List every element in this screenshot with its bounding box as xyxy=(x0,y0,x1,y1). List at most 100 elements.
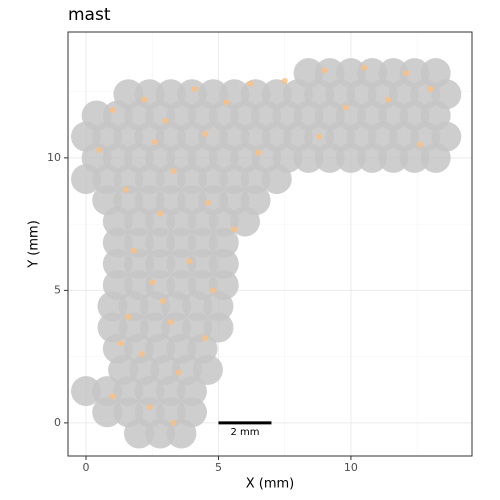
cell-point xyxy=(261,164,292,195)
cell-point xyxy=(219,164,250,195)
x-tick-label: 5 xyxy=(215,461,222,474)
cell-point xyxy=(192,354,223,385)
cell-point xyxy=(229,206,260,237)
cell-point xyxy=(399,142,430,173)
mast-cell-point xyxy=(316,133,323,140)
mast-cell-point xyxy=(281,78,288,85)
mast-cell-point xyxy=(204,199,211,206)
cell-point xyxy=(314,142,345,173)
cell-point xyxy=(118,291,149,322)
cell-point xyxy=(187,206,218,237)
cell-point xyxy=(145,206,176,237)
cell-point xyxy=(123,206,154,237)
panel-border xyxy=(67,31,473,457)
cell-point xyxy=(155,376,186,407)
mast-cell-point xyxy=(210,287,217,294)
cell-point xyxy=(97,291,128,322)
mast-cell-point xyxy=(149,279,156,286)
mast-cell-point xyxy=(403,70,410,77)
cell-point xyxy=(123,418,154,449)
x-tick-label: 10 xyxy=(344,461,358,474)
cell-point xyxy=(113,164,144,195)
mast-cell-point xyxy=(138,350,145,357)
mast-cell-point xyxy=(122,186,129,193)
cell-point xyxy=(208,227,239,258)
cell-point xyxy=(420,142,451,173)
mast-cell-point xyxy=(416,141,423,148)
chart-title: mast xyxy=(68,5,111,25)
cell-point xyxy=(166,418,197,449)
mast-cell-point xyxy=(157,210,164,217)
scale-bar-label: 2 mm xyxy=(230,427,259,438)
cell-point xyxy=(198,164,229,195)
mast-cell-point xyxy=(247,80,254,87)
cell-point xyxy=(155,164,186,195)
cell-point xyxy=(145,227,176,258)
cell-point xyxy=(102,227,133,258)
mast-cell-point xyxy=(141,96,148,103)
mast-cell-point xyxy=(170,168,177,175)
cell-point xyxy=(208,248,239,279)
cell-point xyxy=(203,312,234,343)
mast-cell-point xyxy=(162,117,169,124)
mast-cell-point xyxy=(361,64,368,71)
x-tick-label: 0 xyxy=(83,461,90,474)
y-tick-label: 0 xyxy=(54,416,61,429)
cell-point xyxy=(145,248,176,279)
y-tick-label: 10 xyxy=(47,151,61,164)
mast-cell-point xyxy=(321,67,328,74)
mast-cell-point xyxy=(202,335,209,342)
y-axis-label: Y (mm) xyxy=(27,220,42,269)
cell-point xyxy=(176,376,207,407)
mast-cell-point xyxy=(186,258,193,265)
mast-cell-point xyxy=(117,340,124,347)
cell-point xyxy=(161,291,192,322)
cell-point xyxy=(113,376,144,407)
mast-cell-point xyxy=(96,146,103,153)
cell-point xyxy=(123,248,154,279)
cell-point xyxy=(145,418,176,449)
mast-cell-point xyxy=(255,149,262,156)
mast-cell-point xyxy=(125,313,132,320)
x-axis-label: X (mm) xyxy=(246,477,295,492)
cell-point xyxy=(102,206,133,237)
cell-point xyxy=(182,291,213,322)
cell-point xyxy=(187,248,218,279)
mast-cell-point xyxy=(151,138,158,145)
cell-point xyxy=(176,164,207,195)
cell-point xyxy=(357,142,388,173)
mast-cell-point xyxy=(109,393,116,400)
cell-point xyxy=(92,164,123,195)
cell-point xyxy=(92,397,123,428)
mast-cell-point xyxy=(159,297,166,304)
cell-point xyxy=(134,164,165,195)
cell-point xyxy=(378,142,409,173)
cell-point xyxy=(203,291,234,322)
mast-cell-point xyxy=(167,319,174,326)
mast-cell-point xyxy=(130,247,137,254)
cell-point xyxy=(102,248,133,279)
mast-cell-point xyxy=(109,107,116,114)
cell-point xyxy=(92,376,123,407)
cell-point xyxy=(71,164,102,195)
cell-point xyxy=(240,164,271,195)
mast-cell-point xyxy=(231,226,238,233)
y-tick-label: 5 xyxy=(54,283,61,296)
cell-point xyxy=(71,376,102,407)
cell-point xyxy=(134,376,165,407)
cell-point xyxy=(166,206,197,237)
cell-point xyxy=(293,142,324,173)
mast-cell-point xyxy=(223,99,230,106)
mast-cell-point xyxy=(427,85,434,92)
mast-cell-point xyxy=(191,85,198,92)
cell-point xyxy=(166,248,197,279)
cell-point xyxy=(166,227,197,258)
mast-cell-point xyxy=(202,131,209,138)
mast-cell-point xyxy=(146,403,153,410)
mast-cell-point xyxy=(175,369,182,376)
cell-point xyxy=(208,206,239,237)
cell-point xyxy=(187,227,218,258)
mast-cell-point xyxy=(342,104,349,111)
